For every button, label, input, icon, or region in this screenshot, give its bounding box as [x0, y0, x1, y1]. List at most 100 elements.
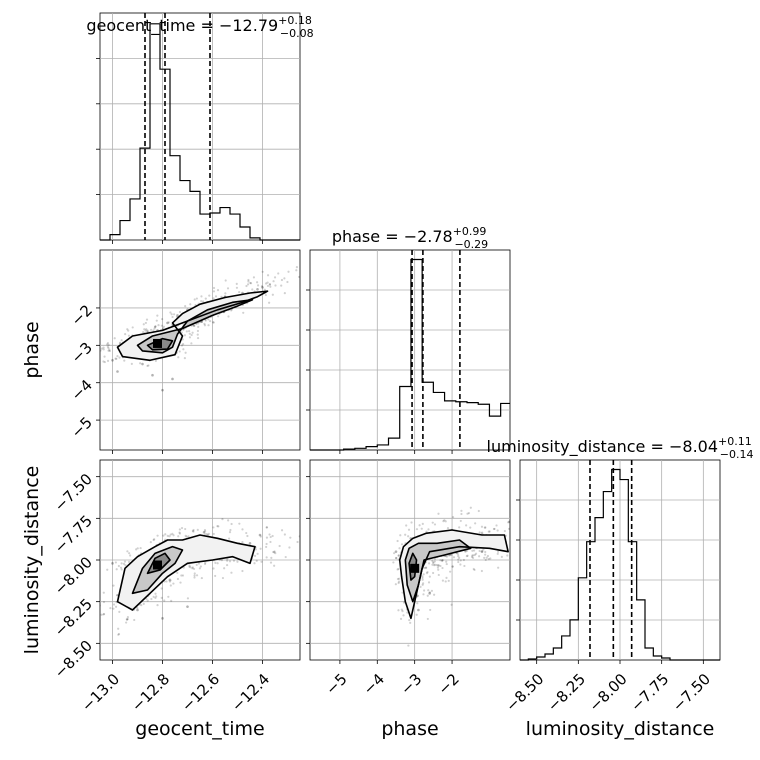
panel-luminosity_distance_vs_phase-scatter-point — [450, 553, 453, 556]
panel-luminosity_distance_vs_phase-scatter-point — [465, 524, 468, 527]
panel-phase_vs_geocent_time-scatter-point — [287, 270, 290, 273]
panel-luminosity_distance_vs_geocent_time-scatter-point — [223, 567, 226, 570]
panel-luminosity_distance_vs_phase-scatter-point — [466, 554, 469, 557]
panel-phase_vs_geocent_time-scatter-point — [246, 283, 250, 286]
panel-luminosity_distance_vs_geocent_time-scatter-point — [119, 566, 123, 569]
panel-luminosity_distance_vs_phase-sample-point — [480, 550, 484, 553]
xtick-label-phase_x-0: −5 — [322, 670, 350, 698]
panel-luminosity_distance_vs_phase-scatter-point — [507, 527, 510, 530]
panel-phase_vs_geocent_time-scatter-point — [280, 278, 284, 282]
panel-luminosity_distance_vs_phase-scatter-point — [466, 512, 469, 515]
panel-phase_vs_geocent_time-scatter-point — [115, 357, 118, 360]
panel-luminosity_distance_vs_phase-scatter-point — [446, 527, 450, 530]
panel-luminosity_distance_vs_phase-inner — [392, 506, 517, 647]
panel-luminosity_distance_vs_geocent_time-scatter-point — [93, 623, 95, 625]
panel-luminosity_distance_vs_phase-scatter-point — [419, 585, 422, 589]
panel-phase_vs_geocent_time-scatter-point — [265, 282, 268, 285]
panel-luminosity_distance_vs_geocent_time-scatter-point — [216, 562, 219, 565]
panel-phase_vs_geocent_time-scatter-point — [283, 277, 286, 280]
panel-luminosity_distance_vs_geocent_time-scatter-point — [216, 525, 219, 528]
panel-luminosity_distance_vs_geocent_time-scatter-point — [255, 559, 258, 562]
panel-phase_vs_geocent_time-scatter-point — [203, 322, 206, 325]
panel-luminosity_distance_vs_geocent_time-scatter-point — [259, 535, 262, 538]
panel-luminosity_distance_vs_geocent_time-scatter-point — [117, 564, 120, 568]
panel-phase_vs_geocent_time-scatter-point — [207, 324, 210, 327]
panel-phase_vs_geocent_time-scatter-point — [102, 348, 105, 351]
panel-luminosity_distance_vs_phase-scatter-point — [400, 543, 404, 546]
panel-phase_vs_geocent_time-scatter-point — [127, 334, 131, 337]
panel-phase_vs_geocent_time-scatter-point — [107, 349, 110, 352]
panel-luminosity_distance_vs_phase-scatter-point — [452, 556, 456, 559]
panel-phase_vs_geocent_time-scatter-point — [256, 284, 260, 287]
xtick-label-luminosity_distance-2: −8.00 — [586, 670, 631, 715]
panel-luminosity_distance_vs_phase-scatter-point — [473, 549, 476, 552]
panel-luminosity_distance_vs_geocent_time-scatter-point — [270, 556, 273, 559]
panel-luminosity_distance_vs_phase-scatter-point — [431, 521, 434, 524]
panel-luminosity_distance_vs_phase-contour-2 — [408, 552, 418, 581]
panel-luminosity_distance_vs_phase-scatter-point — [433, 523, 437, 526]
panel-luminosity_distance_vs_geocent_time-scatter-point — [203, 528, 207, 532]
panel-luminosity_distance_vs_phase-sample-point — [417, 608, 420, 612]
panel-luminosity_distance_vs_geocent_time-scatter-point — [199, 565, 202, 568]
panel-phase_vs_geocent_time-scatter-point — [197, 325, 200, 328]
panel-luminosity_distance_vs_geocent_time-scatter-point — [241, 541, 244, 544]
panel-luminosity_distance_vs_phase-scatter-point — [441, 559, 444, 562]
panel-luminosity_distance_vs_phase-scatter-point — [515, 545, 517, 547]
panel-luminosity_distance_vs_phase-scatter-point — [481, 531, 484, 534]
panel-luminosity_distance_vs_geocent_time-scatter-point — [162, 534, 165, 537]
panel-phase_vs_geocent_time-scatter-point — [260, 285, 264, 288]
panel-phase_vs_geocent_time-scatter-point — [183, 357, 186, 360]
panel-luminosity_distance_vs_phase-scatter-point — [397, 554, 400, 557]
panel-luminosity_distance_vs_geocent_time-scatter-point — [116, 594, 119, 597]
panel-phase_vs_geocent_time-scatter-point — [182, 348, 185, 351]
xtick-label-luminosity_distance-1: −8.25 — [544, 670, 589, 715]
panel-phase_vs_geocent_time-scatter-point — [245, 284, 248, 288]
panel-phase_vs_geocent_time-sample-point — [151, 373, 154, 377]
panel-phase_vs_geocent_time-scatter-point — [216, 289, 220, 292]
panel-luminosity_distance_vs_geocent_time-scatter-point — [193, 572, 196, 575]
panel-luminosity_distance_vs_geocent_time-scatter-point — [228, 560, 232, 563]
panel-luminosity_distance_vs_phase-scatter-point — [433, 593, 436, 596]
panel-luminosity_distance_vs_geocent_time-scatter-point — [170, 599, 173, 602]
panel-phase_vs_geocent_time-scatter-point — [212, 290, 216, 293]
panel-luminosity_distance_vs_phase-scatter-point — [399, 617, 403, 620]
panel-luminosity_distance_vs_phase-sample-point — [428, 592, 431, 595]
title-phase: phase = −2.78+0.99 −0.29 — [332, 225, 488, 251]
panel-luminosity_distance_vs_phase-scatter-point — [480, 569, 483, 573]
panel-phase_vs_geocent_time-scatter-point — [227, 315, 230, 318]
panel-luminosity_distance_vs_geocent_time-scatter-point — [169, 584, 172, 587]
title-luminosity-distance: luminosity_distance = −8.04+0.11 −0.14 — [487, 435, 754, 461]
panel-luminosity_distance_vs_geocent_time-scatter-point — [160, 587, 163, 590]
panel-luminosity_distance_vs_geocent_time-scatter-point — [117, 632, 121, 636]
panel-phase_vs_geocent_time-scatter-point — [106, 341, 110, 345]
panel-phase_vs_geocent_time-scatter-point — [157, 324, 160, 327]
panel-phase_vs_geocent_time-scatter-point — [180, 344, 184, 347]
panel-luminosity_distance_vs_geocent_time-sample-point — [186, 605, 189, 608]
panel-luminosity_distance_vs_phase-scatter-point — [426, 570, 429, 574]
panel-luminosity_distance_vs_phase-scatter-point — [457, 555, 460, 558]
panel-phase_vs_geocent_time-scatter-point — [247, 280, 250, 283]
panel-luminosity_distance_vs_geocent_time-scatter-point — [245, 531, 248, 535]
panel-luminosity_distance_vs_phase-scatter-point — [399, 534, 402, 537]
hist-geocent_time-steps — [100, 23, 300, 241]
panel-luminosity_distance_vs_geocent_time-density-peak — [153, 560, 162, 570]
panel-luminosity_distance_vs_phase-scatter-point — [483, 556, 486, 559]
panel-luminosity_distance_vs_geocent_time-scatter-point — [253, 554, 257, 557]
panel-phase_vs_geocent_time-scatter-point — [184, 351, 187, 354]
panel-luminosity_distance_vs_geocent_time-scatter-point — [128, 552, 131, 555]
panel-phase_vs_geocent_time-scatter-point — [295, 266, 298, 269]
panel-luminosity_distance_vs_phase-scatter-point — [426, 617, 429, 621]
panel-luminosity_distance_vs_geocent_time-scatter-point — [126, 618, 129, 621]
panel-phase_vs_geocent_time-contour-0 — [116, 290, 269, 362]
panel-luminosity_distance_vs_phase-scatter-point — [486, 554, 490, 558]
panel-luminosity_distance_vs_phase-scatter-point — [493, 527, 496, 531]
panel-phase_vs_geocent_time-scatter-point — [277, 272, 280, 275]
panel-luminosity_distance_vs_geocent_time-scatter-point — [195, 574, 199, 577]
panel-luminosity_distance_vs_geocent_time-scatter-point — [191, 566, 194, 569]
panel-phase_vs_geocent_time-scatter-point — [220, 295, 223, 298]
panel-luminosity_distance_vs_phase-scatter-point — [512, 541, 514, 543]
panel-phase_vs_geocent_time-scatter-point — [283, 292, 286, 295]
panel-luminosity_distance_vs_geocent_time-scatter-point — [154, 596, 157, 600]
panel-luminosity_distance_vs_geocent_time-scatter-point — [265, 545, 268, 549]
